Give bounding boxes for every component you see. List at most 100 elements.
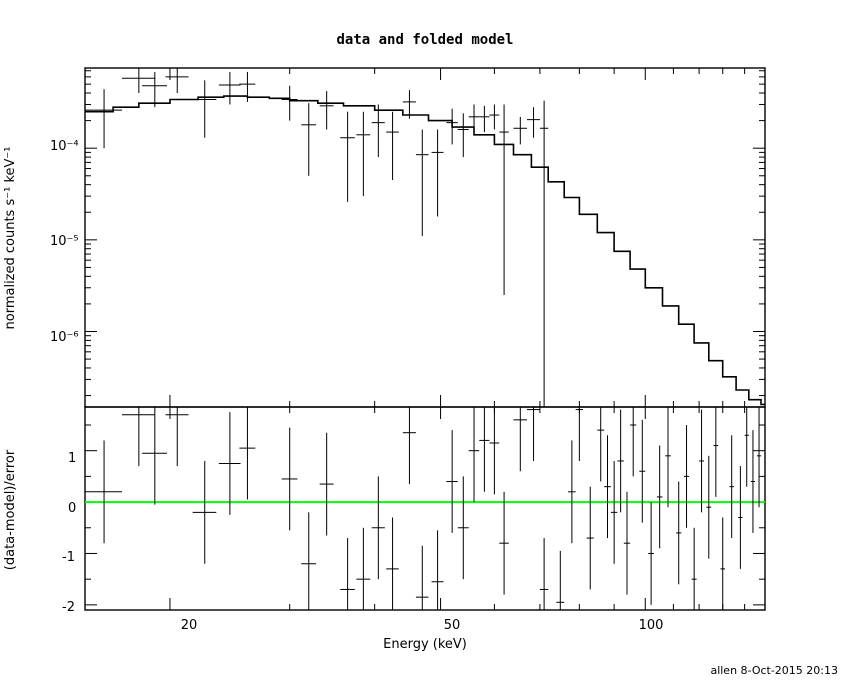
residual-point: [371, 476, 385, 580]
residual-point: [340, 538, 355, 610]
data-point: [479, 105, 490, 133]
residual-point: [556, 550, 565, 610]
data-point: [499, 104, 509, 296]
residual-point: [665, 407, 671, 508]
model-step-line: [85, 95, 765, 406]
data-point: [415, 129, 429, 237]
model-curve: [85, 95, 765, 406]
residual-point: [610, 460, 618, 564]
residual-point: [192, 460, 217, 564]
res-tick-label-neg2: -2: [62, 600, 75, 615]
residual-point: [744, 407, 749, 487]
residual-point: [713, 407, 719, 497]
top-axis-ticks: [85, 68, 766, 407]
data-point: [281, 85, 298, 121]
residual-point: [446, 430, 458, 533]
bottom-panel-frame: [84, 406, 766, 611]
residual-point: [239, 407, 256, 500]
residual-point: [630, 407, 637, 477]
data-point: [402, 90, 416, 119]
footer-credit: allen 8-Oct-2015 20:13: [710, 664, 838, 677]
residual-point: [386, 517, 399, 610]
residual-point: [402, 407, 416, 485]
data-point: [431, 129, 444, 217]
residual-point: [676, 481, 682, 585]
residual-point: [513, 407, 527, 472]
x-axis-label: Energy (keV): [383, 637, 467, 652]
data-point: [121, 68, 155, 94]
x-tick-label-50: 50: [444, 618, 461, 633]
residual-point: [575, 407, 584, 461]
data-point: [446, 108, 458, 145]
residual-point: [691, 527, 697, 610]
residual-point: [617, 409, 624, 513]
bottom-panel: 1 0 -1 -2 (data-model)/error 20 50 100 E…: [3, 406, 766, 652]
residual-point: [281, 427, 298, 531]
data-point: [165, 68, 189, 94]
residual-point: [526, 407, 540, 461]
residual-point: [639, 419, 646, 523]
residual-point: [597, 407, 605, 482]
residual-point: [586, 486, 594, 590]
residual-point: [415, 545, 429, 610]
residual-point: [142, 407, 167, 505]
residual-point: [699, 409, 704, 513]
chart-title: data and folded model: [336, 32, 513, 48]
data-point: [340, 111, 355, 202]
y-tick-label-1e-4: 10⁻⁴: [50, 139, 79, 154]
data-point: [489, 104, 500, 130]
y-tick-label-1e-6: 10⁻⁶: [50, 330, 79, 345]
residual-point: [750, 430, 755, 533]
x-tick-label-20: 20: [181, 618, 198, 633]
residual-point: [489, 407, 500, 495]
top-panel: 10⁻⁴ 10⁻⁵ 10⁻⁶ normalized counts s⁻¹ keV…: [3, 67, 766, 408]
residual-point: [656, 445, 663, 549]
residual-point: [218, 412, 241, 515]
residual-point: [457, 476, 469, 580]
data-point: [468, 104, 480, 135]
residual-point: [738, 466, 743, 569]
residual-point: [720, 517, 726, 610]
residual-point: [479, 407, 490, 492]
y-tick-label-1e-5: 10⁻⁵: [50, 234, 79, 249]
data-point: [218, 71, 241, 105]
data-point: [85, 89, 122, 149]
residual-point: [568, 440, 576, 544]
residual-point: [468, 407, 480, 503]
residual-point: [356, 527, 371, 610]
res-tick-label-1: 1: [68, 451, 76, 466]
residual-point: [757, 407, 762, 508]
data-point: [142, 71, 167, 108]
data-point: [301, 103, 317, 176]
residual-point: [431, 530, 444, 610]
bottom-axis-ticks: [85, 407, 766, 610]
res-tick-label-0: 0: [68, 501, 76, 516]
data-point: [539, 100, 549, 407]
residual-point: [319, 432, 334, 536]
data-point: [371, 104, 385, 158]
data-point: [513, 116, 527, 145]
data-point: [319, 91, 334, 130]
residual-point: [301, 512, 317, 610]
residual-point: [85, 440, 122, 544]
residual-point: [729, 435, 734, 539]
residual-point: [539, 538, 549, 610]
data-point: [386, 111, 399, 180]
residual-point: [604, 435, 611, 539]
data-point: [457, 113, 469, 158]
x-tick-label-100: 100: [639, 618, 664, 633]
residual-point: [623, 491, 631, 595]
residual-point: [683, 424, 690, 528]
res-tick-label-neg1: -1: [62, 550, 75, 565]
data-points: [85, 68, 549, 407]
bottom-y-axis-label: (data-model)/error: [3, 449, 18, 570]
data-point: [526, 107, 540, 138]
data-point: [192, 80, 217, 138]
residual-point: [121, 407, 155, 467]
residual-point: [165, 407, 189, 467]
top-panel-frame: [84, 67, 766, 408]
data-point: [356, 111, 371, 197]
residual-point: [706, 455, 712, 559]
residual-point: [648, 502, 654, 605]
